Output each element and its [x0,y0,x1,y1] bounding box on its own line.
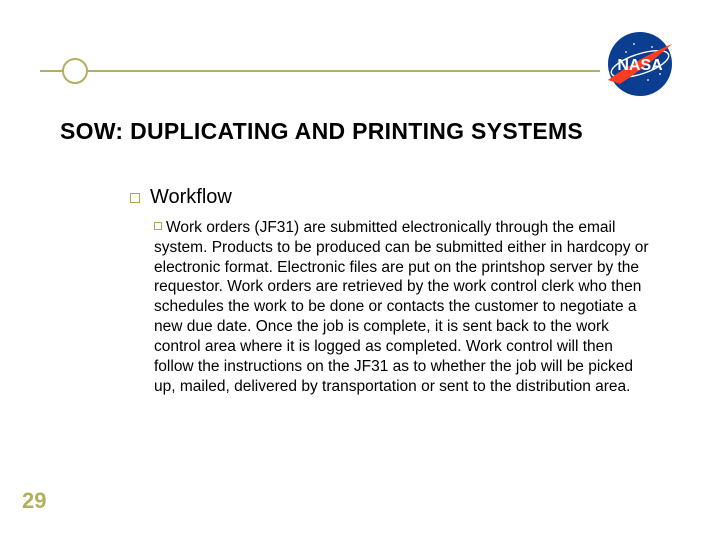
slide-title: SOW: DUPLICATING AND PRINTING SYSTEMS [60,118,660,145]
level1-text: Workflow [150,186,232,209]
nasa-logo: NASA [600,30,680,98]
decor-line [40,70,600,72]
page-number: 29 [22,488,46,514]
bullet-level2: Work orders (JF31) are submitted electro… [154,217,650,396]
square-bullet-small-icon [154,222,162,230]
slide-content: Workflow Work orders (JF31) are submitte… [130,186,650,396]
level2-body: Work orders (JF31) are submitted electro… [154,219,649,395]
nasa-logo-text: NASA [617,57,663,74]
bullet-level1: Workflow [130,186,650,209]
decor-circle [62,58,88,84]
level2-text: Work orders (JF31) are submitted electro… [154,217,650,396]
square-bullet-icon [130,193,140,203]
